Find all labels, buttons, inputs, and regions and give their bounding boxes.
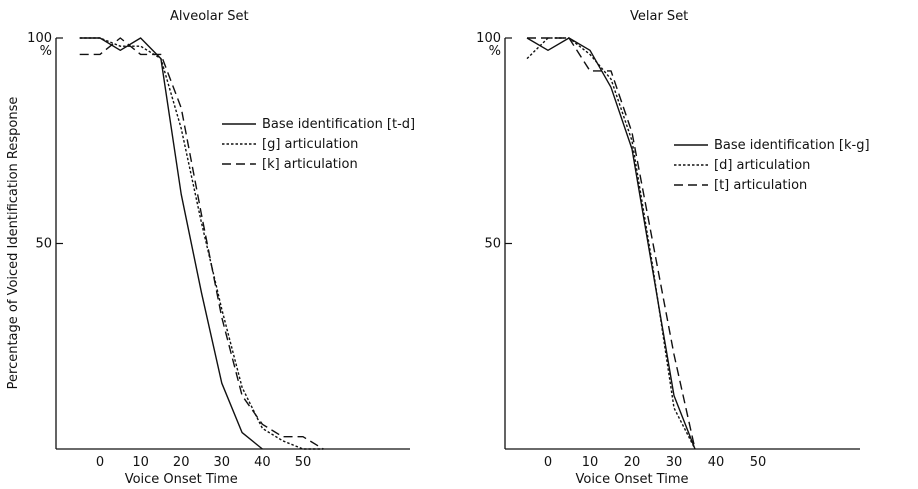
velar-panel: Velar Set 100 50% 0 10 20 30 40 50 Voice Onset Ti…: [476, 9, 869, 487]
alveolar-legend-label-solid: Base identification [t-d]: [262, 117, 415, 132]
alveolar-x-tick-label: 0: [96, 455, 104, 470]
velar-y-unit: %: [489, 44, 501, 59]
velar-legend-label-solid: Base identification [k-g]: [714, 138, 870, 153]
alveolar-x-axis-label: Voice Onset Time: [125, 472, 238, 487]
alveolar-y-unit: %: [40, 44, 52, 59]
velar-x-tick-label: 30: [666, 455, 683, 470]
alveolar-series-line-solid: [79, 37, 263, 450]
alveolar-y-tick-label: 100: [27, 31, 52, 46]
velar-x-tick-label: 0: [544, 455, 552, 470]
alveolar-series-line-dotted: [79, 37, 324, 450]
velar-x-tick-label: 50: [750, 455, 767, 470]
velar-series-line-dotted: [526, 37, 696, 450]
alveolar-panel: Alveolar Set 100 50% 0 10 20 30 40 50 Voice Onset…: [27, 9, 415, 487]
velar-y-tick-label: 50: [484, 237, 501, 252]
alveolar-x-tick-label: 50: [295, 455, 312, 470]
velar-legend-label-dotted: [d] articulation: [714, 158, 810, 173]
alveolar-legend-label-dashed: [k] articulation: [262, 157, 358, 172]
velar-y-tick-label: 100: [476, 31, 501, 46]
alveolar-x-tick-label: 10: [132, 455, 149, 470]
velar-legend-label-dashed: [t] articulation: [714, 178, 807, 193]
alveolar-y-tick-label: 50: [35, 237, 52, 252]
velar-series-line-solid: [526, 37, 696, 450]
alveolar-x-tick-label: 40: [254, 455, 271, 470]
alveolar-title: Alveolar Set: [170, 9, 249, 24]
alveolar-x-tick-label: 30: [214, 455, 231, 470]
velar-x-tick-label: 10: [582, 455, 599, 470]
velar-x-axis-label: Voice Onset Time: [575, 472, 688, 487]
alveolar-legend-label-dotted: [g] articulation: [262, 137, 358, 152]
velar-x-tick-label: 40: [708, 455, 725, 470]
velar-x-tick-label: 20: [624, 455, 641, 470]
velar-title: Velar Set: [630, 9, 688, 24]
velar-series-line-dashed: [527, 37, 696, 450]
y-axis-label: Percentage of Voiced Identification Resp…: [6, 97, 21, 390]
alveolar-series-line-dashed: [79, 37, 324, 450]
alveolar-x-tick-label: 20: [173, 455, 190, 470]
